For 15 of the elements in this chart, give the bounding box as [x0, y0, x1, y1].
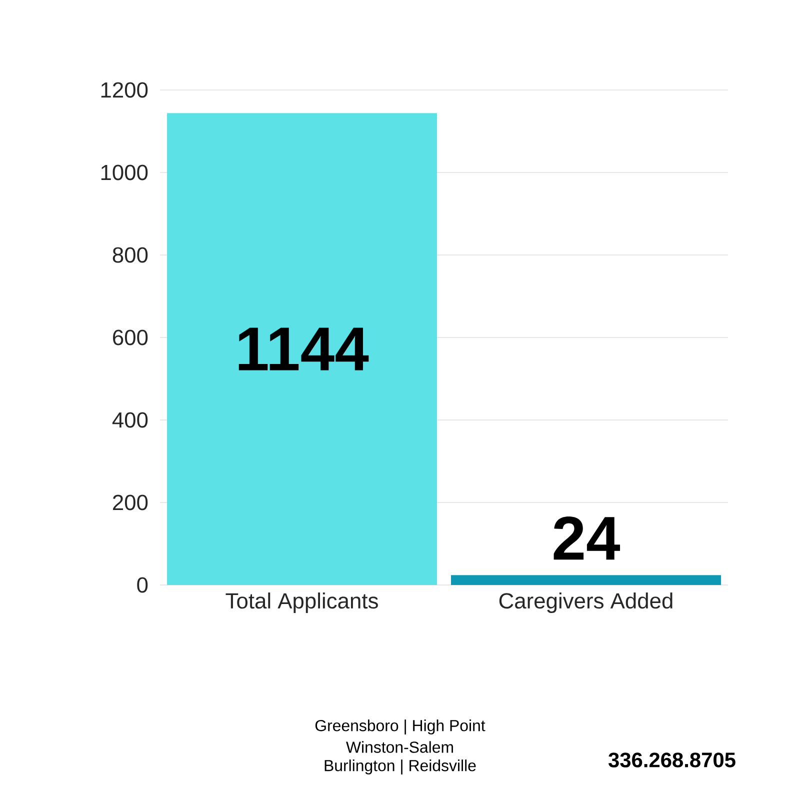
text: 336.268.8705: [608, 752, 736, 768]
x-tick-label: Caregivers Added: [499, 592, 672, 613]
y-tick-label: 0: [137, 577, 148, 593]
y-tick-label: 1200: [101, 82, 148, 98]
y-tick-label: 400: [112, 412, 148, 428]
data-label: 1144: [238, 328, 369, 370]
text: Burlington | Reidsville: [324, 760, 476, 774]
y-tick-label: 1000: [101, 164, 148, 180]
y-tick-label: 600: [113, 330, 148, 346]
text: Greensboro | High Point: [315, 720, 486, 734]
text: Winston-Salem: [346, 741, 453, 753]
data-label: 24: [554, 516, 620, 560]
y-tick-label: 200: [113, 494, 148, 510]
x-tick-label: Total Applicants: [226, 592, 378, 613]
y-tick-label: 800: [112, 247, 148, 263]
